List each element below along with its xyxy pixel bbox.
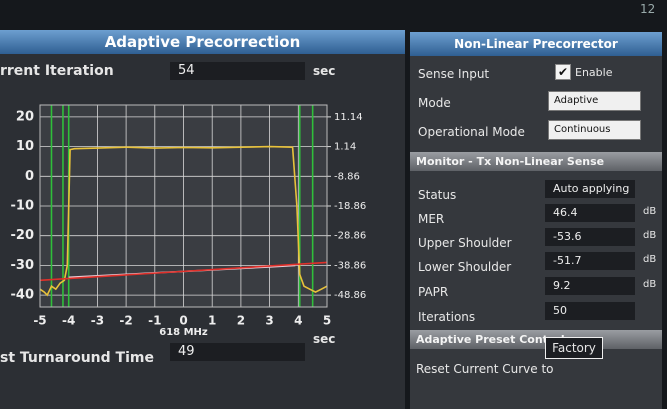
checkbox-label[interactable]: Enable	[575, 66, 613, 79]
y2-tick-label: -8.86	[334, 171, 360, 182]
y2-tick-label: -48.86	[334, 290, 366, 301]
x-tick-label: 4	[294, 314, 302, 328]
x-tick-label: 1	[208, 314, 216, 328]
x-tick-label: -1	[148, 314, 161, 328]
panel-title: Non-Linear Precorrector	[410, 32, 662, 56]
setting-label: Mode	[418, 96, 451, 110]
row-label: Lower Shoulder	[418, 260, 512, 274]
trace	[39, 145, 328, 297]
row-label: Iterations	[418, 310, 476, 324]
x-tick-label: -2	[119, 314, 132, 328]
y-tick-label: 20	[16, 109, 34, 124]
x-tick-label: 0	[179, 314, 187, 328]
operational-mode-select[interactable]: Continuous	[548, 120, 641, 140]
y-tick-label: 0	[25, 169, 34, 184]
row-label: MER	[418, 212, 445, 226]
iteration-unit: sec	[313, 64, 336, 78]
plot-frame	[39, 104, 328, 308]
factory-button[interactable]: Factory	[545, 337, 603, 359]
iteration-value: 54	[170, 62, 305, 80]
row-unit: dB	[643, 230, 657, 241]
x-tick-label: -4	[62, 314, 75, 328]
turnaround-value: 49	[170, 343, 305, 361]
x-axis-label: 618 MHz	[159, 327, 208, 338]
reset-label: Reset Current Curve to	[416, 362, 554, 376]
row-label: Status	[418, 188, 457, 202]
row-value: 9.2	[545, 277, 635, 295]
turnaround-unit: sec	[313, 332, 336, 346]
y2-tick-label: -28.86	[334, 231, 366, 242]
section-title: Adaptive Preset Control	[410, 330, 662, 349]
row-label: PAPR	[418, 285, 449, 299]
y-tick-label: -10	[11, 199, 35, 214]
y-tick-label: -30	[11, 258, 35, 273]
row-value: Auto applying	[545, 180, 635, 198]
row-label: Upper Shoulder	[418, 236, 512, 250]
iteration-label: rrent Iteration	[0, 63, 114, 79]
row-unit: dB	[643, 279, 657, 290]
setting-label: Operational Mode	[418, 125, 525, 139]
y-tick-label: -20	[11, 228, 35, 243]
y2-tick-label: 11.14	[334, 112, 363, 123]
x-tick-label: 5	[323, 314, 331, 328]
row-unit: dB	[643, 206, 657, 217]
y2-tick-label: -38.86	[334, 260, 366, 271]
turnaround-label: st Turnaround Time	[0, 350, 154, 366]
x-tick-label: -5	[33, 314, 46, 328]
row-value: 46.4	[545, 204, 635, 222]
row-unit: dB	[643, 254, 657, 265]
y-tick-label: -40	[11, 288, 35, 303]
corner-number: 12	[640, 2, 656, 16]
trace	[39, 261, 328, 282]
y2-tick-label: -18.86	[334, 201, 366, 212]
x-tick-label: 2	[237, 314, 245, 328]
panel-title: Adaptive Precorrection	[0, 30, 405, 54]
checkbox[interactable]: ✔	[555, 64, 571, 80]
section-title: Monitor - Tx Non-Linear Sense	[410, 152, 662, 171]
row-value: -51.7	[545, 252, 635, 270]
setting-label: Sense Input	[418, 67, 490, 81]
y-tick-label: 10	[16, 139, 34, 154]
row-value: 50	[545, 302, 635, 320]
x-tick-label: 3	[265, 314, 273, 328]
x-tick-label: -3	[91, 314, 104, 328]
mode-select[interactable]: Adaptive	[548, 91, 641, 111]
y2-tick-label: 1.14	[334, 142, 356, 153]
row-value: -53.6	[545, 228, 635, 246]
